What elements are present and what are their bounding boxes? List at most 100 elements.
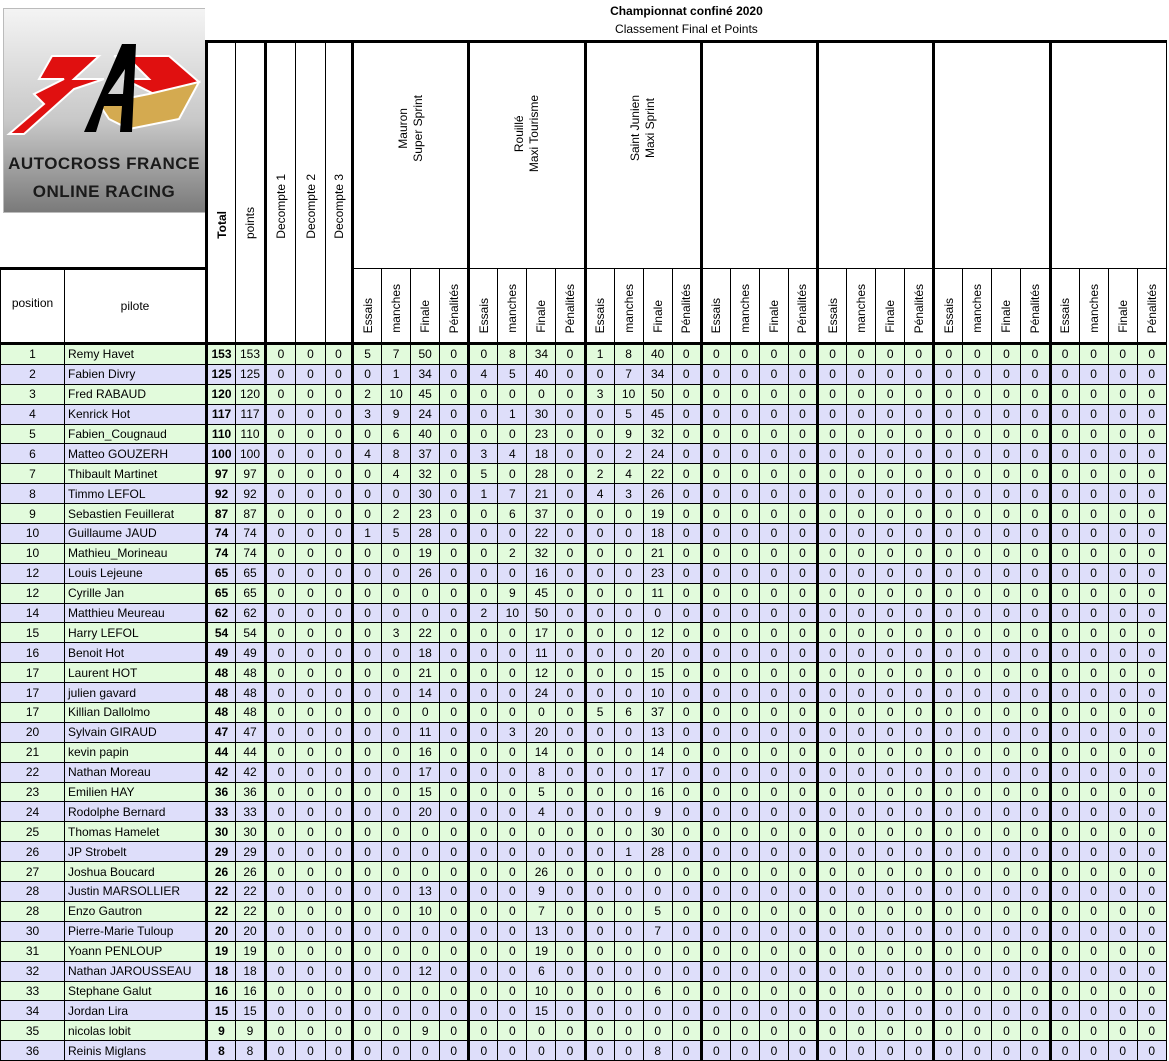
penalites-cell: 0 bbox=[439, 662, 470, 684]
essais-cell: 0 bbox=[699, 900, 731, 922]
penalites-cell: 0 bbox=[1020, 523, 1051, 544]
penalites-cell: 0 bbox=[1020, 900, 1051, 922]
manches-cell: 0 bbox=[846, 602, 877, 624]
penalites-cell: 0 bbox=[671, 662, 702, 684]
essais-cell: 0 bbox=[583, 403, 615, 425]
decompte-cell: 0 bbox=[264, 542, 296, 564]
manches-cell: 0 bbox=[846, 881, 877, 902]
pilote-cell: Guillaume JAUD bbox=[64, 523, 207, 544]
finale-cell: 0 bbox=[1107, 1040, 1138, 1061]
position-cell: 21 bbox=[0, 741, 65, 763]
manches-cell: 0 bbox=[729, 1000, 760, 1022]
penalites-cell: 0 bbox=[555, 1000, 586, 1022]
penalites-cell: 0 bbox=[671, 483, 702, 505]
essais-cell: 0 bbox=[815, 542, 848, 564]
essais-cell: 0 bbox=[583, 443, 615, 465]
essais-cell: 5 bbox=[583, 702, 615, 723]
finale-cell: 0 bbox=[991, 881, 1022, 902]
finale-cell: 0 bbox=[1107, 881, 1138, 902]
manches-cell: 1 bbox=[613, 841, 644, 863]
manches-cell: 3 bbox=[497, 721, 528, 743]
penalites-cell: 0 bbox=[904, 741, 935, 763]
total-cell: 110 bbox=[205, 423, 236, 445]
finale-cell: 0 bbox=[991, 920, 1022, 942]
manches-cell: 0 bbox=[962, 383, 993, 405]
finale-cell: 0 bbox=[758, 861, 789, 883]
table-row: 26 JP Strobelt 29 29 0 0 0 0 0 0 0 0 0 0 0 0 1 28 0 0 0 0 0 0 0 0… bbox=[0, 841, 1167, 863]
subheader-essais: Essais bbox=[699, 268, 731, 344]
subheader-label: Essais bbox=[941, 297, 956, 333]
manches-cell: 0 bbox=[962, 801, 993, 823]
finale-cell: 21 bbox=[526, 483, 557, 505]
penalites-cell: 0 bbox=[1136, 523, 1167, 544]
penalites-cell: 0 bbox=[1020, 721, 1051, 743]
essais-cell: 5 bbox=[467, 463, 499, 485]
penalites-cell: 0 bbox=[439, 900, 470, 922]
pilote-cell: Fred RABAUD bbox=[64, 383, 207, 405]
essais-cell: 0 bbox=[932, 463, 964, 485]
finale-cell: 30 bbox=[526, 403, 557, 425]
finale-cell: 4 bbox=[526, 801, 557, 823]
finale-cell: 0 bbox=[758, 1020, 789, 1042]
essais-cell: 0 bbox=[467, 383, 499, 405]
manches-cell: 0 bbox=[497, 562, 528, 584]
decompte-cell: 0 bbox=[325, 920, 353, 942]
table-row: 28 Enzo Gautron 22 22 0 0 0 0 0 10 0 0 0 7 0 0 0 5 0 0 0 0 0 0 0… bbox=[0, 900, 1167, 922]
essais-cell: 0 bbox=[467, 960, 499, 982]
essais-cell: 0 bbox=[350, 562, 383, 584]
position-cell: 28 bbox=[0, 881, 65, 902]
manches-cell: 0 bbox=[613, 861, 644, 883]
essais-cell: 0 bbox=[467, 881, 499, 902]
finale-cell: 0 bbox=[875, 542, 906, 564]
decompte-cell: 0 bbox=[264, 960, 296, 982]
event-category: Maxi Tourisme bbox=[526, 95, 541, 173]
manches-cell: 0 bbox=[962, 721, 993, 743]
penalites-cell: 0 bbox=[671, 741, 702, 763]
finale-cell: 0 bbox=[875, 602, 906, 624]
total-cell: 22 bbox=[205, 881, 236, 902]
table-row: 15 Harry LEFOL 54 54 0 0 0 0 3 22 0 0 0 17 0 0 0 12 0 0 0 0 0 0… bbox=[0, 622, 1167, 644]
table-row: 35 nicolas lobit 9 9 0 0 0 0 0 9 0 0 0 0 0 0 0 0 0 0 0 0 0 0 0 0 0… bbox=[0, 1020, 1167, 1042]
finale-cell: 40 bbox=[526, 363, 557, 385]
finale-cell: 0 bbox=[410, 920, 441, 942]
finale-cell: 32 bbox=[410, 463, 441, 485]
finale-cell: 0 bbox=[1107, 980, 1138, 1002]
penalites-cell: 0 bbox=[1020, 1040, 1051, 1061]
penalites-cell: 0 bbox=[904, 662, 935, 684]
decompte-cell: 0 bbox=[264, 741, 296, 763]
manches-cell: 0 bbox=[381, 900, 412, 922]
manches-cell: 0 bbox=[1078, 960, 1109, 982]
decompte-cell: 0 bbox=[295, 443, 326, 465]
manches-cell: 0 bbox=[846, 622, 877, 644]
finale-cell: 37 bbox=[526, 503, 557, 525]
penalites-cell: 0 bbox=[1136, 642, 1167, 664]
penalites-cell: 0 bbox=[439, 562, 470, 584]
decompte-cell: 0 bbox=[325, 682, 353, 704]
points-cell: 47 bbox=[235, 721, 266, 743]
decompte-cell: 0 bbox=[295, 1040, 326, 1061]
penalites-cell: 0 bbox=[439, 483, 470, 505]
finale-cell: 0 bbox=[758, 423, 789, 445]
decompte-cell: 0 bbox=[295, 781, 326, 803]
manches-cell: 0 bbox=[1078, 503, 1109, 525]
manches-cell: 0 bbox=[962, 682, 993, 704]
manches-cell: 0 bbox=[613, 940, 644, 962]
manches-cell: 0 bbox=[613, 662, 644, 684]
essais-cell: 0 bbox=[815, 1040, 848, 1061]
decompte-cell: 0 bbox=[325, 1020, 353, 1042]
manches-cell: 0 bbox=[846, 801, 877, 823]
manches-cell: 0 bbox=[962, 582, 993, 604]
manches-cell: 0 bbox=[962, 881, 993, 902]
essais-cell: 0 bbox=[932, 483, 964, 505]
finale-cell: 0 bbox=[758, 682, 789, 704]
position-cell: 34 bbox=[0, 1000, 65, 1022]
decompte-cell: 0 bbox=[264, 861, 296, 883]
finale-cell: 0 bbox=[875, 801, 906, 823]
penalites-cell: 0 bbox=[904, 582, 935, 604]
points-cell: 44 bbox=[235, 741, 266, 763]
total-cell: 65 bbox=[205, 562, 236, 584]
manches-cell: 0 bbox=[381, 841, 412, 863]
manches-cell: 9 bbox=[497, 582, 528, 604]
penalites-cell: 0 bbox=[555, 542, 586, 564]
essais-cell: 0 bbox=[699, 1040, 731, 1061]
